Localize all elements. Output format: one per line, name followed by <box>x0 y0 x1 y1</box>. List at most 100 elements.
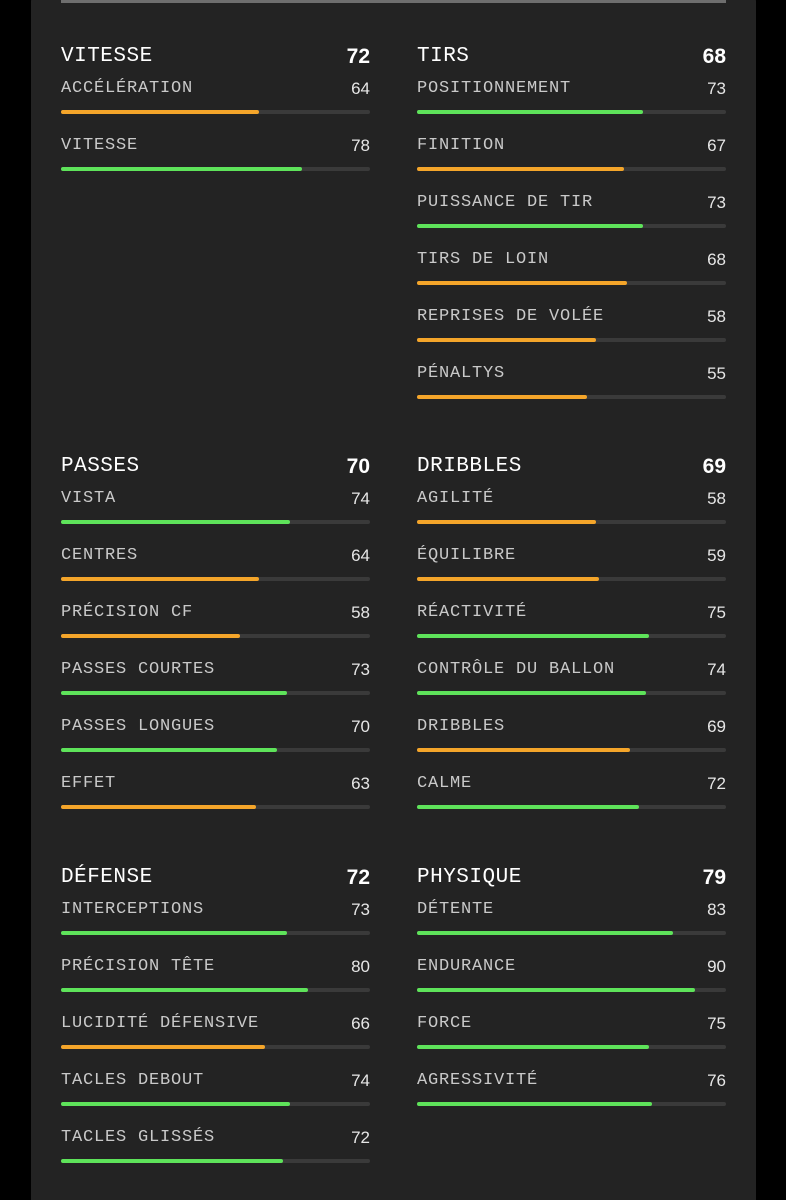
stat-value: 74 <box>707 660 726 679</box>
stat-list: ACCÉLÉRATION 64 VITESSE 78 <box>61 79 370 193</box>
group-header: TIRS 68 <box>417 45 726 79</box>
stat-bar-fill <box>61 1045 265 1049</box>
stat-row: POSITIONNEMENT 73 <box>417 79 726 136</box>
stat-value: 73 <box>351 900 370 919</box>
stat-bar-track <box>417 395 726 399</box>
stat-value: 73 <box>707 193 726 212</box>
stat-value: 64 <box>351 79 370 98</box>
stat-value: 72 <box>351 1128 370 1147</box>
stat-bar-fill <box>61 748 278 752</box>
stat-row: ACCÉLÉRATION 64 <box>61 79 370 136</box>
stat-value: 67 <box>707 136 726 155</box>
stat-label: FORCE <box>417 1014 473 1033</box>
group-rating: 69 <box>702 455 726 478</box>
stat-label: PRÉCISION TÊTE <box>61 957 216 976</box>
stat-row: ENDURANCE 90 <box>417 957 726 1014</box>
group-title: DRIBBLES <box>417 455 522 478</box>
stat-row: CALME 72 <box>417 774 726 831</box>
stat-row: PASSES LONGUES 70 <box>61 717 370 774</box>
stat-label: CENTRES <box>61 546 139 565</box>
group-title: TIRS <box>417 45 470 68</box>
stat-value: 72 <box>707 774 726 793</box>
stat-label: CALME <box>417 774 473 793</box>
stat-bar-fill <box>61 634 241 638</box>
stat-value: 68 <box>707 250 726 269</box>
stat-bar-fill <box>417 1102 652 1106</box>
stat-row: AGILITÉ 58 <box>417 489 726 546</box>
stat-label: AGILITÉ <box>417 489 495 508</box>
stat-row: PRÉCISION CF 58 <box>61 603 370 660</box>
stat-list: DÉTENTE 83 ENDURANCE 90 FORCE 75 AGRESSIVITÉ 76 <box>417 900 726 1128</box>
stats-panel <box>31 0 756 1200</box>
stat-bar-fill <box>417 805 640 809</box>
stat-label: LUCIDITÉ DÉFENSIVE <box>61 1014 260 1033</box>
stat-bar-track <box>417 988 726 992</box>
stat-label: TIRS DE LOIN <box>417 250 550 269</box>
stat-row: TACLES DEBOUT 74 <box>61 1071 370 1128</box>
stat-value: 75 <box>707 603 726 622</box>
stat-bar-fill <box>417 520 597 524</box>
stat-row: REPRISES DE VOLÉE 58 <box>417 307 726 364</box>
stat-bar-fill <box>417 395 587 399</box>
stat-label: EFFET <box>61 774 117 793</box>
stat-row: CONTRÔLE DU BALLON 74 <box>417 660 726 717</box>
stat-bar-track <box>61 167 370 171</box>
stat-bar-track <box>417 167 726 171</box>
group-header: PHYSIQUE 79 <box>417 866 726 900</box>
stat-value: 73 <box>707 79 726 98</box>
stat-value: 64 <box>351 546 370 565</box>
stat-label: RÉACTIVITÉ <box>417 603 528 622</box>
stat-value: 80 <box>351 957 370 976</box>
stat-bar-fill <box>417 1045 649 1049</box>
stat-bar-fill <box>61 1159 284 1163</box>
stat-label: PASSES LONGUES <box>61 717 216 736</box>
stat-bar-fill <box>417 167 625 171</box>
stat-bar-track <box>61 1159 370 1163</box>
stat-row: PRÉCISION TÊTE 80 <box>61 957 370 1014</box>
group-rating: 72 <box>346 866 370 889</box>
stat-bar-fill <box>61 167 303 171</box>
stat-bar-fill <box>417 988 696 992</box>
group-header: VITESSE 72 <box>61 45 370 79</box>
stat-value: 76 <box>707 1071 726 1090</box>
stat-bar-fill <box>417 931 674 935</box>
stat-label: ÉQUILIBRE <box>417 546 517 565</box>
group-rating: 72 <box>346 45 370 68</box>
top-divider <box>61 0 726 3</box>
group-title: DÉFENSE <box>61 866 153 889</box>
stat-row: PUISSANCE DE TIR 73 <box>417 193 726 250</box>
stat-value: 73 <box>351 660 370 679</box>
stat-group-physique: PHYSIQUE 79 DÉTENTE 83 ENDURANCE 90 FORCE 75 AGR… <box>417 866 726 1128</box>
stat-group-defense: DÉFENSE 72 INTERCEPTIONS 73 PRÉCISION TÊTE 80… <box>61 866 370 1185</box>
stat-value: 63 <box>351 774 370 793</box>
stat-group-passes: PASSES 70 VISTA 74 CENTRES 64 PRÉCISION CF 58 PA… <box>61 455 370 831</box>
stat-value: 75 <box>707 1014 726 1033</box>
stat-label: TACLES DEBOUT <box>61 1071 205 1090</box>
stat-bar-track <box>61 805 370 809</box>
stat-bar-track <box>417 805 726 809</box>
stat-value: 70 <box>351 717 370 736</box>
stat-label: ACCÉLÉRATION <box>61 79 194 98</box>
stat-row: RÉACTIVITÉ 75 <box>417 603 726 660</box>
stat-value: 74 <box>351 1071 370 1090</box>
stat-label: PUISSANCE DE TIR <box>417 193 594 212</box>
stat-value: 74 <box>351 489 370 508</box>
stat-bar-track <box>61 1045 370 1049</box>
group-title: PASSES <box>61 455 140 478</box>
stat-bar-track <box>61 1102 370 1106</box>
stat-bar-fill <box>61 988 309 992</box>
stat-group-dribbles: DRIBBLES 69 AGILITÉ 58 ÉQUILIBRE 59 RÉACTIVITÉ… <box>417 455 726 831</box>
group-title: PHYSIQUE <box>417 866 522 889</box>
stat-row: INTERCEPTIONS 73 <box>61 900 370 957</box>
stat-value: 58 <box>707 307 726 326</box>
stat-value: 90 <box>707 957 726 976</box>
stat-label: POSITIONNEMENT <box>417 79 572 98</box>
stat-row: CENTRES 64 <box>61 546 370 603</box>
stat-row: DRIBBLES 69 <box>417 717 726 774</box>
stat-list: VISTA 74 CENTRES 64 PRÉCISION CF 58 PASSES COU… <box>61 489 370 831</box>
stat-row: TACLES GLISSÉS 72 <box>61 1128 370 1185</box>
stat-value: 58 <box>351 603 370 622</box>
stat-bar-track <box>61 520 370 524</box>
stat-bar-fill <box>61 691 287 695</box>
group-title: VITESSE <box>61 45 153 68</box>
